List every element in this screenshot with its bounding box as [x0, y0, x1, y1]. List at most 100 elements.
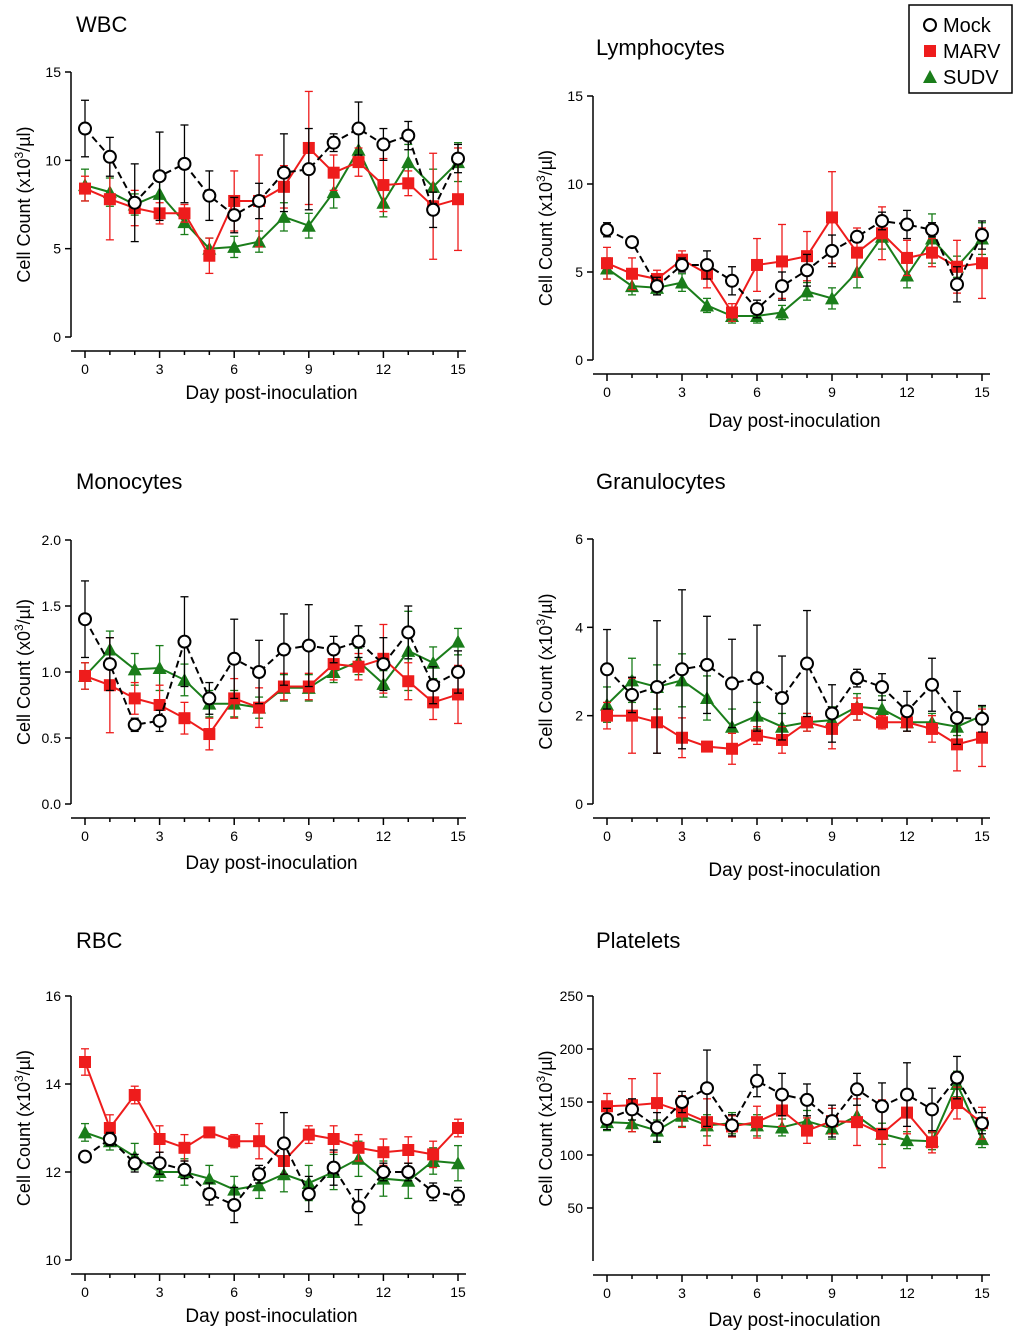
mock-marker — [152, 1156, 167, 1171]
x-tick-label: 3 — [156, 828, 164, 844]
mock-marker — [351, 634, 366, 649]
mock-marker — [875, 679, 889, 694]
sudv-marker — [227, 239, 242, 253]
mock-marker — [923, 18, 937, 32]
mock-marker — [276, 165, 291, 180]
marv-marker — [79, 669, 91, 682]
marv-marker — [128, 692, 141, 705]
x-axis-title: Day post-inoculation — [185, 1306, 357, 1327]
y-tick-label: 15 — [567, 88, 583, 104]
series-line — [606, 1075, 983, 1129]
marv-marker — [402, 177, 415, 190]
mock-marker — [650, 1120, 664, 1135]
mock-marker — [78, 121, 92, 136]
mock-marker — [426, 1184, 441, 1199]
x-tick-label: 6 — [753, 1285, 761, 1301]
y-axis-title-main: Cell Count (x10 — [536, 182, 556, 306]
x-tick-label: 15 — [974, 384, 990, 400]
x-axis-title: Day post-inoculation — [708, 860, 880, 881]
marv-marker — [452, 193, 464, 206]
mock-marker — [925, 222, 939, 237]
mock-marker — [625, 687, 639, 702]
sudv-marker — [775, 305, 789, 319]
series-line — [84, 1131, 459, 1191]
mock-marker — [850, 229, 864, 244]
series-line — [606, 679, 983, 728]
mock-marker — [875, 1099, 889, 1114]
mock-marker — [276, 642, 291, 657]
y-tick-label: 2.0 — [42, 532, 62, 548]
marv-marker — [926, 722, 938, 735]
marv-marker — [751, 1116, 763, 1129]
marv-marker — [851, 246, 863, 259]
sudv-marker — [426, 655, 441, 669]
mock-marker — [127, 1156, 142, 1171]
marv-marker — [352, 660, 365, 673]
y-axis-title-sup: 3 — [534, 619, 548, 626]
mock-marker — [650, 679, 664, 694]
mock-marker — [650, 279, 664, 294]
y-tick-label: 14 — [45, 1076, 61, 1092]
series-line — [606, 661, 983, 720]
mock-marker — [102, 1132, 117, 1146]
y-axis-title-sup: 3 — [12, 624, 26, 631]
mock-marker — [451, 665, 465, 679]
series-mock — [78, 580, 465, 733]
marv-marker — [203, 249, 216, 262]
mock-marker — [301, 1187, 316, 1201]
marv-marker — [103, 1122, 116, 1134]
mock-marker — [800, 263, 814, 278]
series-line — [84, 657, 459, 736]
mock-marker — [725, 1118, 739, 1133]
mock-marker — [202, 188, 217, 203]
mock-marker — [301, 638, 316, 653]
mock-marker — [326, 135, 341, 150]
y-axis-title-unit: /µl) — [14, 126, 34, 151]
marv-marker — [601, 709, 613, 722]
x-axis-title: Day post-inoculation — [185, 383, 357, 404]
mock-marker — [78, 1149, 92, 1164]
marv-marker — [203, 1126, 216, 1139]
mock-marker — [825, 706, 839, 721]
y-axis-title: Cell Count (x103/µl) — [534, 593, 556, 749]
marv-marker — [726, 306, 738, 319]
marv-marker — [801, 716, 813, 729]
mock-marker — [78, 612, 92, 627]
legend-label-sudv: SUDV — [943, 67, 999, 89]
x-tick-label: 9 — [305, 1284, 313, 1300]
x-tick-label: 15 — [450, 828, 466, 844]
x-tick-label: 6 — [230, 361, 238, 377]
mock-marker — [401, 625, 416, 640]
mock-marker — [202, 1187, 217, 1201]
y-tick-label: 2 — [575, 708, 583, 724]
y-axis-title-sup: 3 — [534, 1076, 548, 1083]
y-tick-label: 0.0 — [42, 796, 62, 812]
marv-marker — [327, 1133, 340, 1145]
panel-granulocytes: Granulocytes 0 2 4 6 0 3 6 9 12 15 Day post-inocula… — [534, 469, 990, 881]
series-line — [84, 147, 459, 250]
marv-marker — [951, 1097, 963, 1110]
panel-wbc: WBC 0 5 10 15 0 3 6 9 12 15 Day post-inoculation Cel… — [12, 12, 466, 404]
marv-marker — [277, 680, 290, 693]
mock-marker — [376, 1165, 391, 1179]
mock-marker — [875, 213, 889, 228]
y-tick-label: 0 — [53, 329, 61, 345]
series-marv — [79, 1048, 464, 1175]
legend-label-marv: MARV — [943, 41, 1001, 63]
y-tick-label: 15 — [45, 64, 61, 80]
mock-marker — [775, 1087, 789, 1102]
mock-marker — [426, 202, 441, 217]
marv-marker — [327, 658, 340, 671]
marv-marker — [352, 156, 365, 169]
series-mock — [600, 589, 989, 754]
y-tick-label: 12 — [45, 1164, 61, 1180]
mock-marker — [227, 208, 242, 223]
mock-marker — [800, 1092, 814, 1107]
y-tick-label: 0.5 — [42, 730, 62, 746]
sudv-marker — [401, 155, 416, 169]
x-tick-label: 0 — [81, 828, 89, 844]
mock-marker — [825, 1114, 839, 1129]
marv-marker — [851, 1116, 863, 1129]
sudv-marker — [152, 661, 167, 675]
x-axis-title: Day post-inoculation — [185, 853, 357, 874]
